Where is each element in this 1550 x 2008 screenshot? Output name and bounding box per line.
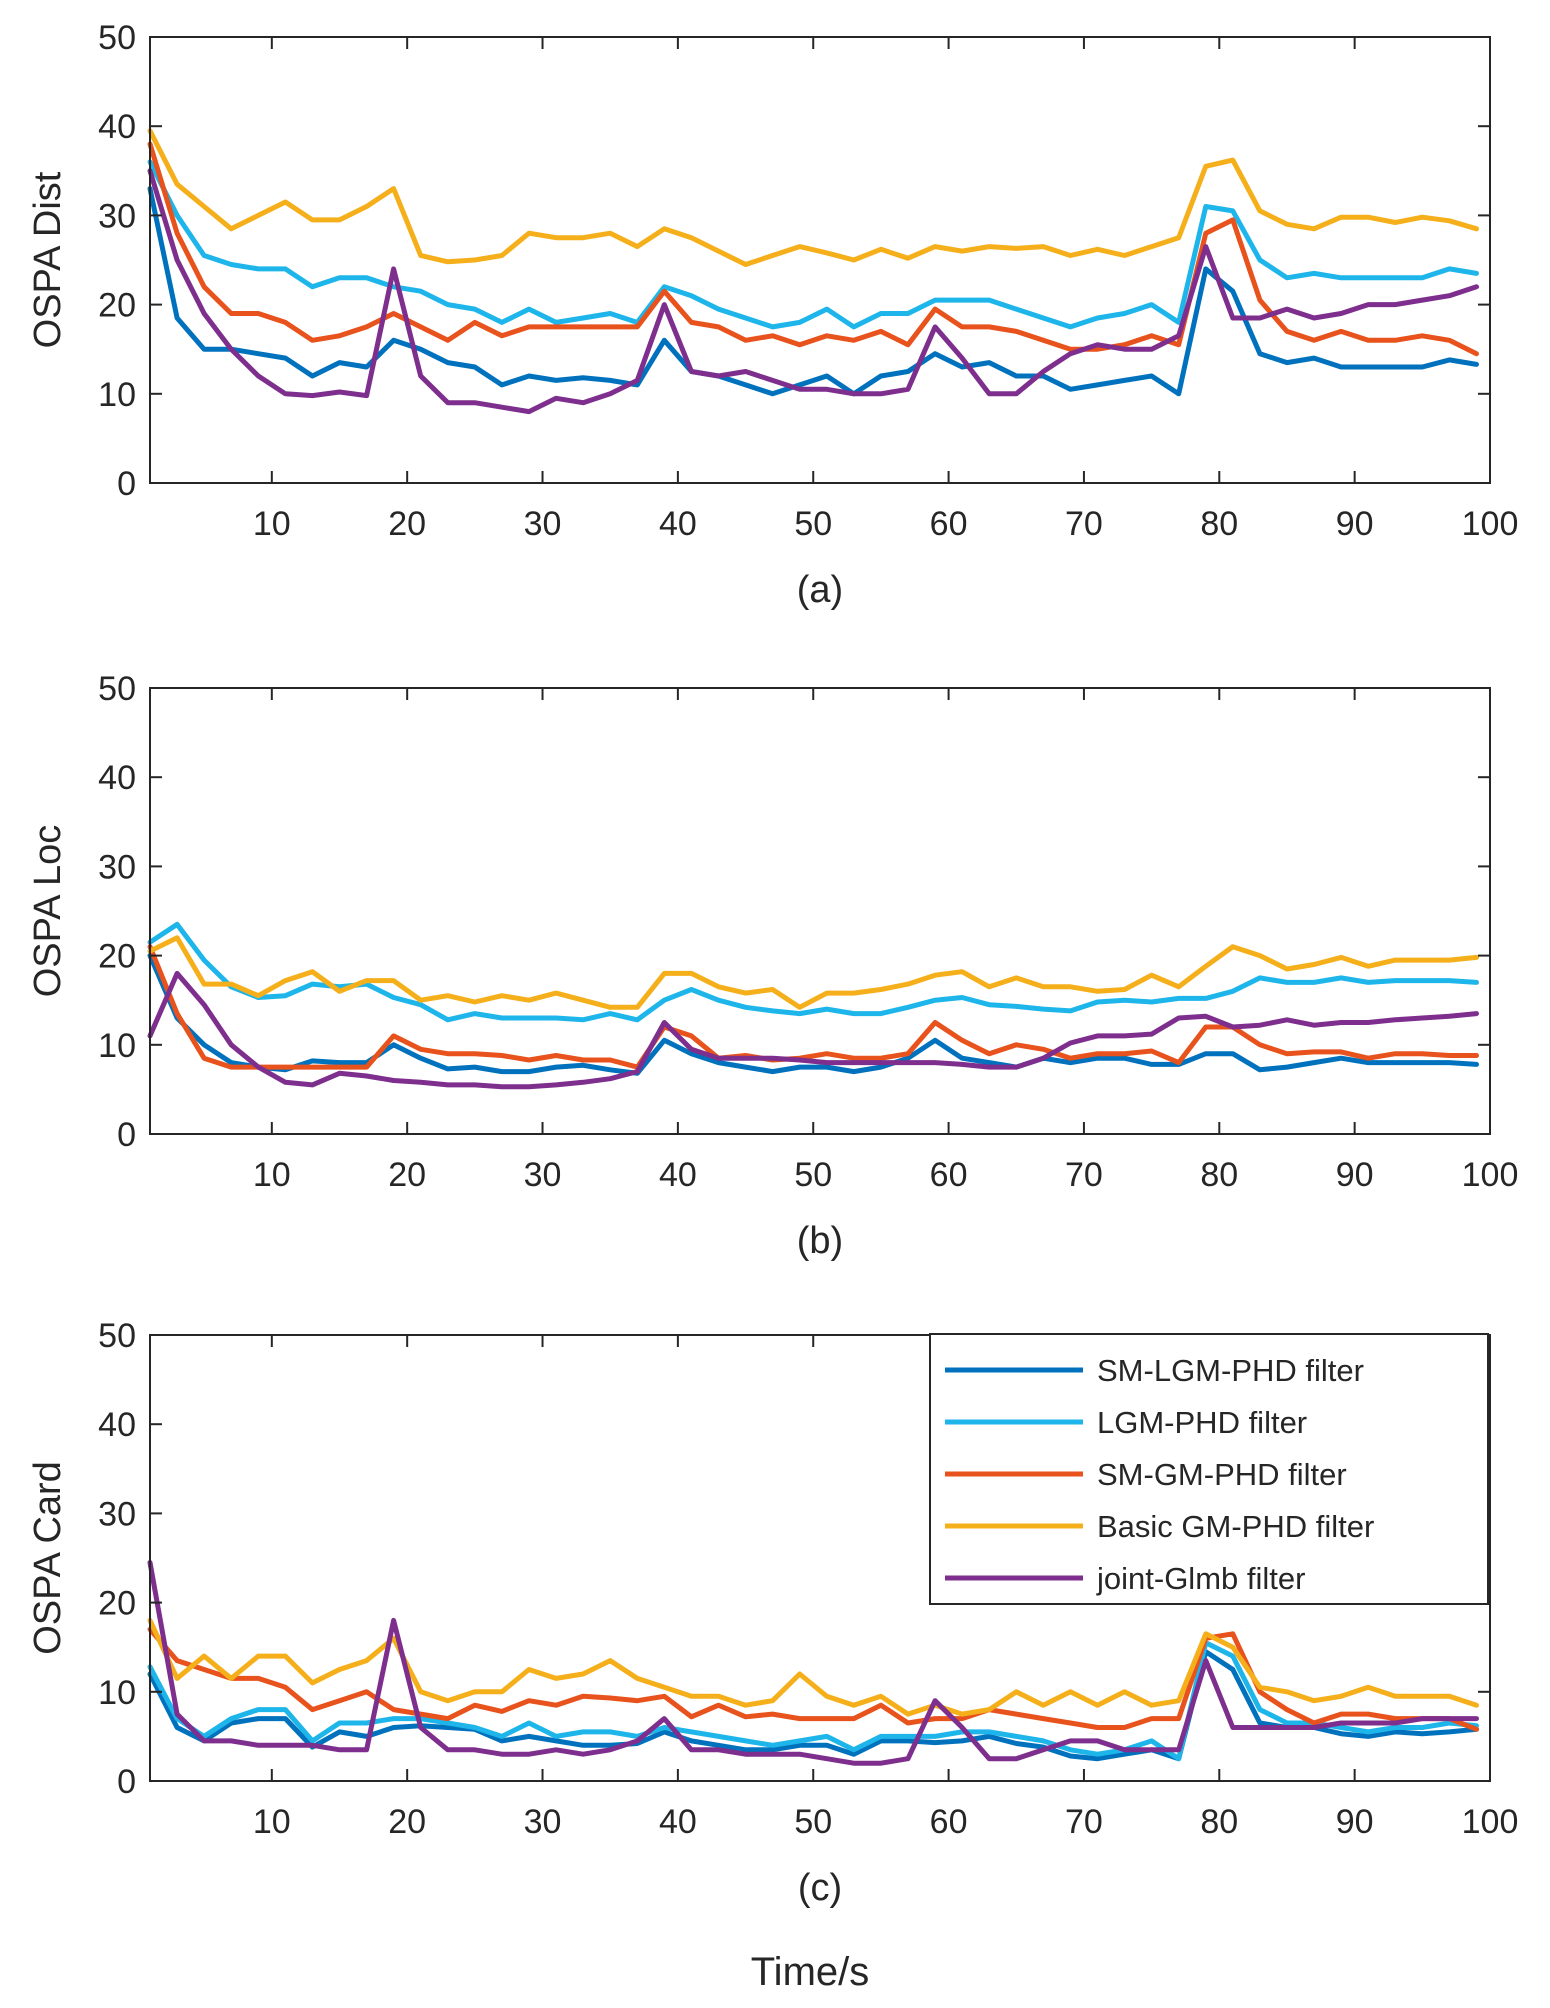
x-tick-label: 60: [930, 505, 968, 543]
x-tick-label: 10: [253, 505, 291, 543]
x-tick-label: 100: [1462, 505, 1519, 543]
x-tick-label: 100: [1462, 1803, 1519, 1841]
series-group: [147, 921, 1479, 1090]
axes-frame: [149, 1334, 1491, 1782]
legend-label: SM-GM-PHD filter: [1097, 1457, 1347, 1492]
y-tick-label: 50: [98, 1317, 136, 1355]
series-line-lgm-phd-filter: [147, 921, 1479, 1023]
x-tick-label: 70: [1065, 505, 1103, 543]
x-tick-label: 50: [794, 1803, 832, 1841]
x-tick-label: 40: [659, 1156, 697, 1194]
series-line-sm-gm-phd-filter: [147, 141, 1479, 357]
y-tick-label: 20: [98, 938, 136, 976]
y-axis-label: OSPA Card: [27, 1461, 69, 1655]
y-tick-label: 40: [98, 1406, 136, 1444]
x-tick-label: 90: [1336, 1156, 1374, 1194]
x-tick-label: 50: [794, 505, 832, 543]
x-tick-label: 30: [524, 505, 562, 543]
legend-items: SM-LGM-PHD filter LGM-PHD filter SM-GM-PHD…: [945, 1353, 1374, 1596]
axes-frame: [149, 36, 1491, 484]
x-tick-label: 80: [1200, 1156, 1238, 1194]
y-tick-label: 40: [98, 759, 136, 797]
x-tick-label: 30: [524, 1803, 562, 1841]
x-tick-label: 10: [253, 1156, 291, 1194]
y-tick-label: 50: [98, 19, 136, 57]
y-axis-label: OSPA Dist: [27, 171, 69, 348]
x-tick-label: 40: [659, 505, 697, 543]
x-tick-label: 100: [1462, 1156, 1519, 1194]
x-tick-label: 40: [659, 1803, 697, 1841]
x-tick-label: 60: [930, 1156, 968, 1194]
series-line-lgm-phd-filter: [147, 159, 1479, 330]
x-tick-label: 20: [388, 1156, 426, 1194]
ticks-group: 0 10 20 30 40 50 10 20 30 40 50 60 70 80 90 100: [98, 19, 1518, 543]
x-tick-label: 70: [1065, 1156, 1103, 1194]
y-tick-label: 50: [98, 670, 136, 708]
y-tick-label: 20: [98, 287, 136, 325]
series-line-basic-gm-phd-filter: [147, 128, 1479, 267]
panel-label: (c): [798, 1867, 842, 1909]
y-tick-label: 10: [98, 1674, 136, 1712]
y-tick-label: 10: [98, 376, 136, 414]
series-group: [147, 1560, 1479, 1766]
axes-frame: [149, 687, 1491, 1135]
x-tick-label: 20: [388, 505, 426, 543]
x-tick-label: 90: [1336, 1803, 1374, 1841]
x-tick-label: 80: [1200, 505, 1238, 543]
panel-c: 0 10 20 30 40 50 10 20 30 40 50 60 70 80 90 100 OSPA Ca…: [27, 1317, 1518, 1909]
legend: SM-LGM-PHD filter LGM-PHD filter SM-GM-PHD…: [929, 1333, 1489, 1605]
legend-label: joint-Glmb filter: [1096, 1561, 1305, 1596]
legend-label: Basic GM-PHD filter: [1097, 1509, 1374, 1544]
series-group: [147, 128, 1479, 415]
x-tick-label: 70: [1065, 1803, 1103, 1841]
y-tick-label: 20: [98, 1585, 136, 1623]
x-tick-label: 10: [253, 1803, 291, 1841]
series-line-basic-gm-phd-filter: [147, 935, 1479, 1010]
y-axis-label: OSPA Loc: [27, 825, 69, 998]
legend-label: LGM-PHD filter: [1097, 1405, 1307, 1440]
x-tick-label: 50: [794, 1156, 832, 1194]
y-tick-label: 30: [98, 197, 136, 235]
panel-label: (a): [797, 569, 843, 611]
y-tick-label: 10: [98, 1027, 136, 1065]
x-tick-label: 90: [1336, 505, 1374, 543]
y-tick-label: 0: [117, 465, 136, 503]
legend-box: [929, 1333, 1489, 1605]
x-axis-label: Time/s: [751, 1950, 870, 1994]
x-tick-label: 80: [1200, 1803, 1238, 1841]
y-tick-label: 40: [98, 108, 136, 146]
panel-b: 0 10 20 30 40 50 10 20 30 40 50 60 70 80 90 100 OSPA Lo…: [27, 670, 1518, 1262]
legend-label: SM-LGM-PHD filter: [1097, 1353, 1364, 1388]
x-tick-label: 30: [524, 1156, 562, 1194]
y-tick-label: 30: [98, 1495, 136, 1533]
panel-a: 0 10 20 30 40 50 10 20 30 40 50 60 70 80 90 100 OSPA Di…: [27, 19, 1518, 611]
y-tick-label: 0: [117, 1763, 136, 1801]
x-tick-label: 20: [388, 1803, 426, 1841]
series-line-joint-glmb-filter: [147, 970, 1479, 1090]
y-tick-label: 30: [98, 848, 136, 886]
series-line-joint-glmb-filter: [147, 1560, 1479, 1766]
panel-label: (b): [797, 1220, 843, 1262]
ticks-group: 0 10 20 30 40 50 10 20 30 40 50 60 70 80 90 100: [98, 670, 1518, 1194]
x-tick-label: 60: [930, 1803, 968, 1841]
y-tick-label: 0: [117, 1116, 136, 1154]
series-line-basic-gm-phd-filter: [147, 1617, 1479, 1717]
series-line-sm-gm-phd-filter: [147, 944, 1479, 1070]
series-line-joint-glmb-filter: [147, 168, 1479, 415]
